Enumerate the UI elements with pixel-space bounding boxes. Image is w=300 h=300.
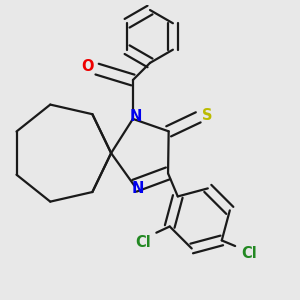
- Text: N: N: [129, 109, 142, 124]
- Text: Cl: Cl: [241, 246, 257, 261]
- Text: S: S: [202, 108, 212, 123]
- Text: N: N: [131, 181, 144, 196]
- Text: O: O: [82, 59, 94, 74]
- Text: Cl: Cl: [135, 235, 151, 250]
